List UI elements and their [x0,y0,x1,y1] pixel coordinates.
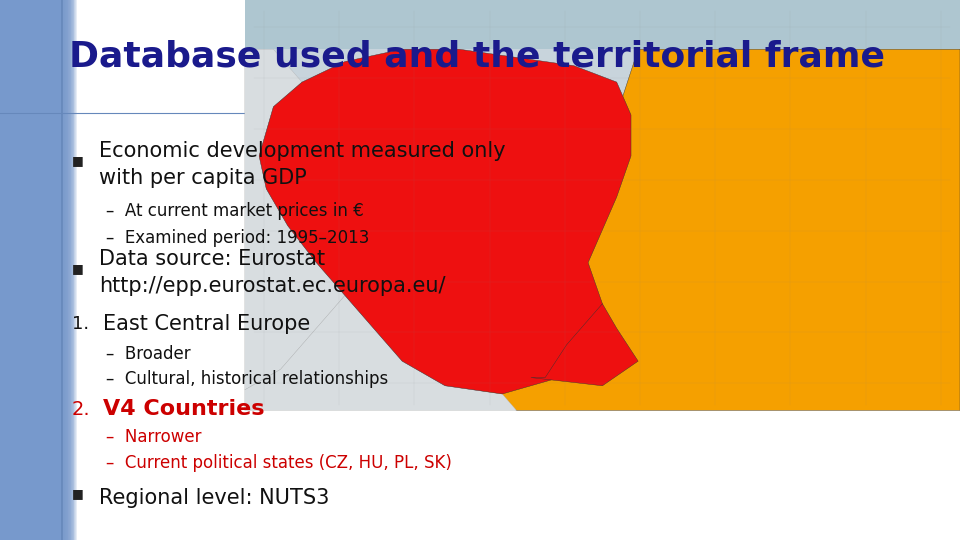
Text: ■: ■ [72,487,84,500]
Bar [0,0,59,540]
Bar [0,0,61,540]
Bar [245,0,960,49]
Text: –  Broader: – Broader [106,345,190,363]
Bar [0,0,64,540]
Bar [0,0,75,540]
PathPatch shape [445,49,960,410]
Text: –  Cultural, historical relationships: – Cultural, historical relationships [106,370,388,388]
Bar [0,0,39,540]
Bar [0,0,49,540]
Bar [0,0,56,540]
Bar [0,0,77,540]
PathPatch shape [245,49,345,390]
Bar [0,0,48,540]
Bar [245,0,960,410]
Bar [0,0,60,540]
Bar [0,0,44,540]
Text: Data source: Eurostat
http://epp.eurostat.ec.europa.eu/: Data source: Eurostat http://epp.eurosta… [99,249,445,296]
Bar [0,0,33,540]
Text: V4 Countries: V4 Countries [103,399,264,420]
Bar [0,0,71,540]
Text: –  Current political states (CZ, HU, PL, SK): – Current political states (CZ, HU, PL, … [106,454,451,472]
Bar [0,0,67,540]
Bar [0,0,63,540]
Bar [0,0,38,540]
Bar [0,0,68,540]
Text: Database used and the territorial frame: Database used and the territorial frame [69,40,885,73]
Bar [0,0,33,540]
Bar [0,0,47,540]
Bar [0,0,43,540]
Bar [0,0,54,540]
PathPatch shape [245,295,516,410]
Bar [0,0,36,540]
Text: –  At current market prices in €: – At current market prices in € [106,201,363,220]
Text: –  Narrower: – Narrower [106,428,201,447]
Bar [0,0,62,540]
Bar [0,0,76,540]
Bar [0,0,58,540]
Bar [0,0,35,540]
Text: 1.: 1. [72,315,89,333]
Bar [0,0,52,540]
Bar [0,0,63,540]
Bar [0,0,36,540]
Bar [0,0,41,540]
Bar [0,0,70,540]
Bar [0,0,36,540]
Bar [0,0,67,540]
Bar [0,0,40,540]
Text: Economic development measured only
with per capita GDP: Economic development measured only with … [99,141,506,188]
Text: 2.: 2. [72,400,90,419]
Bar [0,0,53,540]
Bar [0,0,48,540]
Bar [0,0,57,540]
Bar [0,0,73,540]
Bar [0,0,50,540]
Bar [0,0,44,540]
Bar [0,0,60,540]
Text: –  Examined period: 1995–2013: – Examined period: 1995–2013 [106,228,369,247]
Bar [0,0,37,540]
Text: ■: ■ [72,154,84,167]
PathPatch shape [259,49,631,394]
Bar [0,0,42,540]
Bar [0,0,46,540]
Text: Regional level: NUTS3: Regional level: NUTS3 [99,488,329,508]
Bar [0,0,72,540]
Bar [0,0,65,540]
Bar [0,0,66,540]
PathPatch shape [531,303,638,386]
Bar [0,0,32,540]
Bar [0,0,69,540]
Text: East Central Europe: East Central Europe [103,314,310,334]
Bar [0,0,62,540]
Bar [0,0,75,540]
Bar [0,0,56,540]
Bar [0,0,55,540]
Bar [0,0,40,540]
Bar [0,0,74,540]
Bar [0,0,60,540]
Bar [0,0,45,540]
Bar [0,0,52,540]
Bar [0,0,51,540]
Text: ■: ■ [72,262,84,275]
Bar [0,0,34,540]
Bar [0,0,71,540]
